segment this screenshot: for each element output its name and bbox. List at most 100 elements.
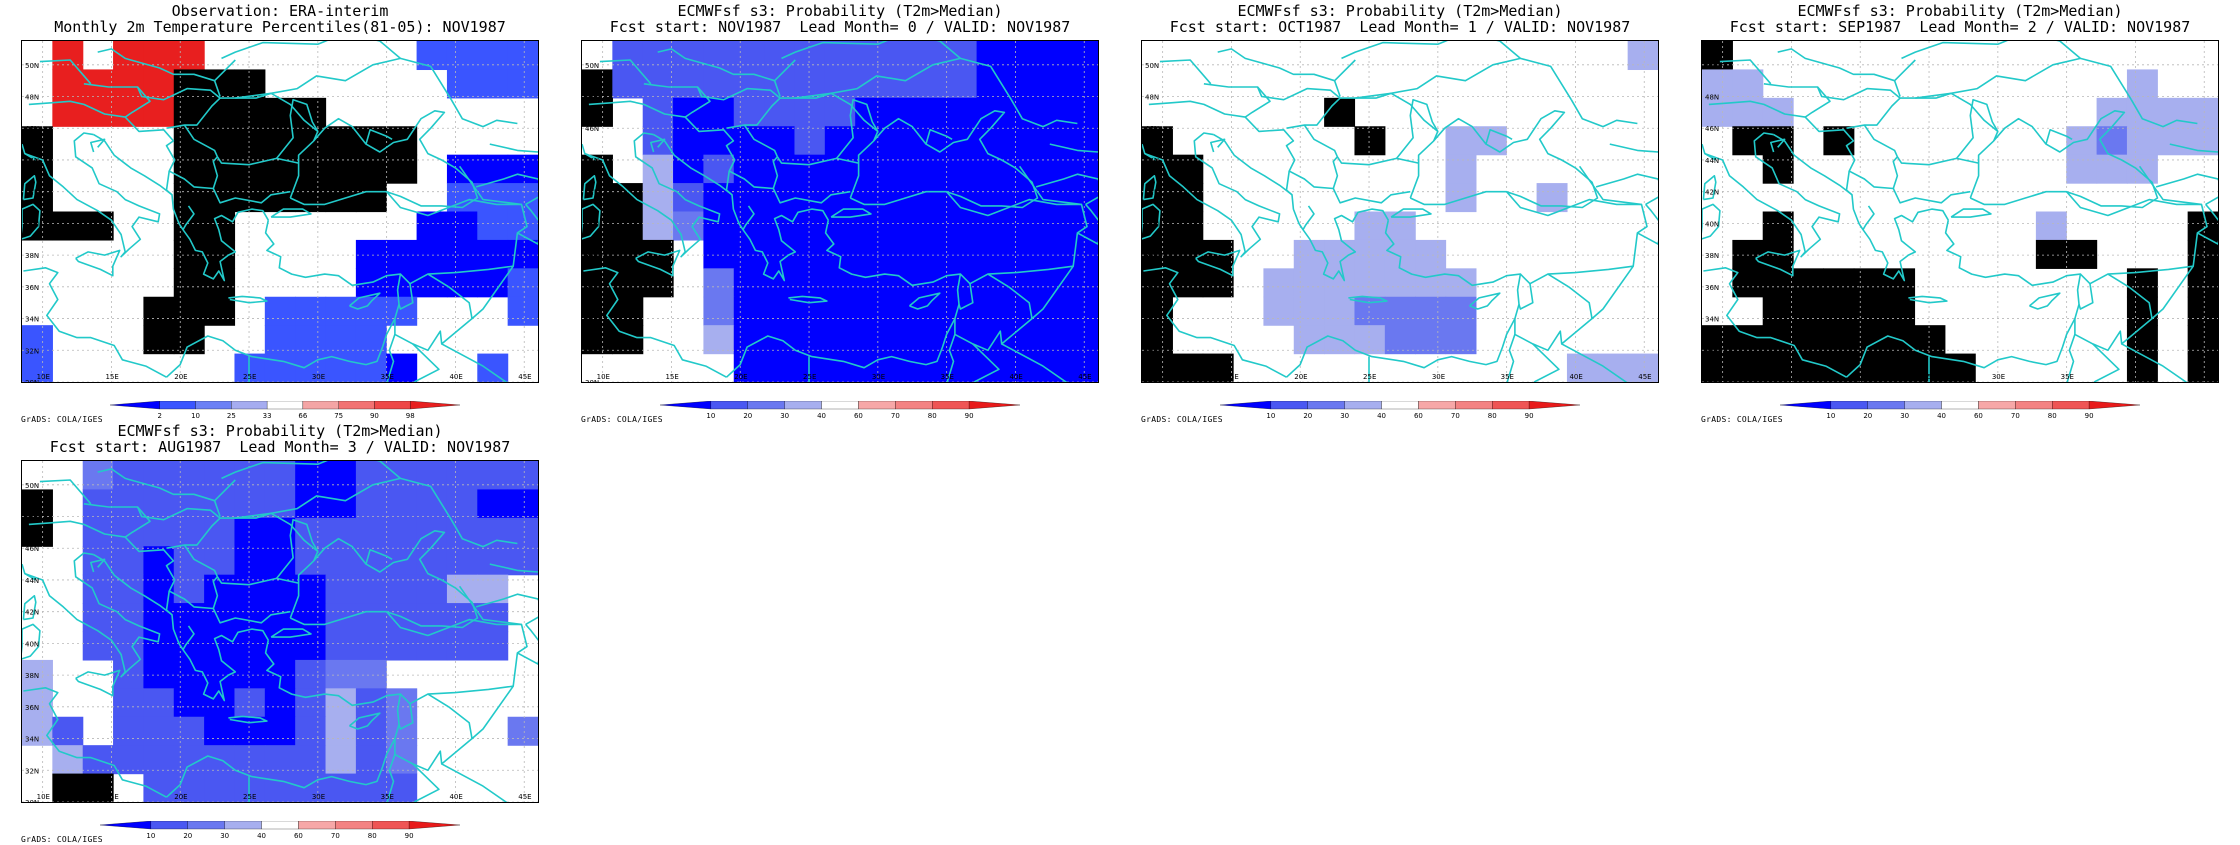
lat-label: 34N xyxy=(25,736,39,744)
coastline xyxy=(2078,283,2094,310)
colorbar-bin xyxy=(968,401,1020,410)
colorbar-label: 70 xyxy=(891,412,900,420)
lon-label: 15E xyxy=(105,373,118,381)
grid-cell xyxy=(173,154,205,184)
grid-cell xyxy=(355,631,387,661)
colorbar: 10 20 30 40 60 70 80 90 xyxy=(100,821,460,840)
coastline xyxy=(588,100,851,204)
coastline xyxy=(2151,265,2194,320)
grid-cell xyxy=(703,41,735,71)
grid-cell xyxy=(446,631,478,661)
lat-label: 36N xyxy=(25,704,39,712)
coastline xyxy=(2045,129,2073,145)
coastline xyxy=(386,754,396,802)
grid-cell xyxy=(22,154,53,184)
grid-cell xyxy=(52,773,84,802)
grid-cell xyxy=(234,659,266,689)
colorbar-bin xyxy=(1344,401,1382,410)
grid-cell xyxy=(52,69,84,99)
grid-cell xyxy=(976,41,1008,71)
grid-cell xyxy=(295,489,327,519)
lat-label: 44N xyxy=(585,157,599,165)
grid-cell xyxy=(976,154,1008,184)
grid-cell xyxy=(1823,325,1855,355)
grid-cell xyxy=(173,239,205,269)
grid-cell xyxy=(143,69,175,99)
lat-label: 44N xyxy=(1145,157,1159,165)
lat-label: 38N xyxy=(585,252,599,260)
coastline xyxy=(385,611,528,705)
grid-cell xyxy=(855,183,887,213)
grid-cell xyxy=(946,41,978,71)
grid-cell xyxy=(355,517,387,547)
grid-cell xyxy=(355,183,387,213)
coastline xyxy=(1702,175,1717,201)
grid-cell xyxy=(703,268,735,298)
grid-cell xyxy=(1037,239,1069,269)
lon-label: 35E xyxy=(2061,373,2074,381)
coastline xyxy=(1144,132,1281,258)
coastline xyxy=(97,468,236,502)
grid-cell xyxy=(325,183,357,213)
grid-cell xyxy=(234,154,266,184)
coastline xyxy=(1142,175,1157,201)
lat-label: 50N xyxy=(1705,62,1719,70)
coastline xyxy=(1210,138,1226,153)
lon-label: 45E xyxy=(1078,373,1091,381)
grid-cell xyxy=(885,126,917,156)
grid-cell xyxy=(325,296,357,326)
coastline xyxy=(183,544,299,586)
grid-cell xyxy=(355,659,387,689)
grid-cell xyxy=(703,183,735,213)
lat-label: 36N xyxy=(25,284,39,292)
grid-cell xyxy=(113,603,145,633)
grid-cell xyxy=(295,659,327,689)
colorbar-bin xyxy=(298,821,336,830)
coastline xyxy=(1355,92,1392,99)
grid-cell xyxy=(22,353,53,382)
colorbar-bin xyxy=(858,401,896,410)
grid-cell xyxy=(204,517,236,547)
coastline xyxy=(22,563,37,581)
grid-cell xyxy=(582,97,613,127)
coastline xyxy=(235,512,272,519)
coastline xyxy=(795,92,832,99)
coastline xyxy=(1159,59,1212,85)
colorbar-label: 20 xyxy=(1303,412,1312,420)
grid-cell xyxy=(1293,268,1325,298)
credit-text: GrADS: COLA/IGES xyxy=(1701,415,1783,424)
grid-cell xyxy=(507,296,538,326)
grid-cell xyxy=(22,688,53,718)
coastline xyxy=(2197,203,2218,245)
grid-cell xyxy=(113,631,145,661)
grid-cell xyxy=(976,183,1008,213)
colorbar-label: 60 xyxy=(294,832,303,840)
grid-cell xyxy=(1445,296,1477,326)
grid-cell xyxy=(794,325,826,355)
coastline xyxy=(165,640,402,798)
grid-cell xyxy=(1172,154,1204,184)
grid-cell xyxy=(885,325,917,355)
grid-cell xyxy=(325,716,357,746)
grid-cell xyxy=(295,603,327,633)
lat-label: 46N xyxy=(1145,125,1159,133)
lat-label: 46N xyxy=(25,545,39,553)
grid-cell xyxy=(386,154,418,184)
coastline xyxy=(1514,273,1593,352)
coastline xyxy=(24,552,161,678)
grid-cell xyxy=(113,716,145,746)
lat-label: 30N xyxy=(25,379,39,382)
coastline xyxy=(365,129,393,145)
lat-label: 48N xyxy=(1705,94,1719,102)
grid-cell xyxy=(82,517,114,547)
coastline xyxy=(1505,191,1648,285)
panel-lead-2: ECMWFsf s3: Probability (T2m>Median) Fcs… xyxy=(1680,0,2240,424)
lon-label: 25E xyxy=(243,793,256,801)
grid-cell xyxy=(2126,296,2158,326)
coastline xyxy=(1578,165,1642,206)
colorbar-label: 30 xyxy=(1340,412,1349,420)
coastline xyxy=(398,283,414,310)
colorbar-bin xyxy=(1528,401,1580,410)
colorbar-label: 90 xyxy=(1525,412,1534,420)
grid-cell xyxy=(22,211,53,241)
